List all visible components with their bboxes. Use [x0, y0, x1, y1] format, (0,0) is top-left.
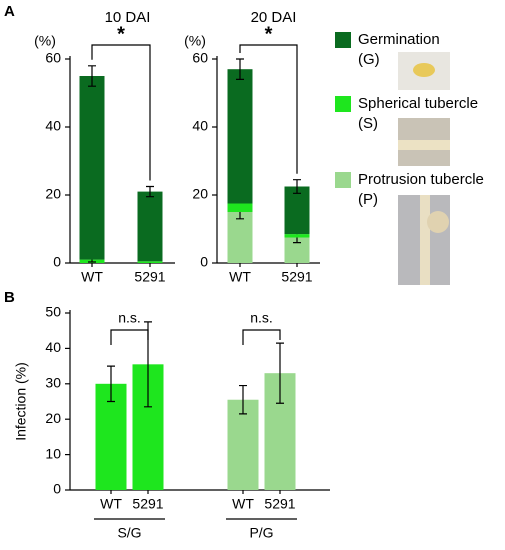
legend-label: Germination	[358, 31, 440, 48]
significance-label: *	[265, 23, 273, 45]
x-tick-label: 5291	[132, 496, 163, 512]
significance-bracket	[239, 44, 298, 174]
y-tick-label: 40	[45, 339, 61, 355]
error-bar	[88, 65, 96, 87]
significance-label: n.s.	[250, 310, 273, 326]
error-bar	[239, 384, 247, 415]
x-tick-label: WT	[232, 496, 254, 512]
bar-segment	[137, 261, 163, 263]
y-tick-label: 10	[45, 445, 61, 461]
legend-swatch	[335, 172, 351, 188]
significance-bracket	[91, 44, 151, 181]
y-tick-label: 20	[45, 186, 61, 202]
bar-segment	[227, 212, 253, 263]
error-bar	[293, 179, 301, 194]
bar-segment	[227, 203, 253, 212]
x-tick-label: WT	[100, 496, 122, 512]
y-tick-label: 20	[192, 186, 208, 202]
chart-title: 20 DAI	[251, 9, 297, 26]
bar-segment	[79, 76, 105, 260]
x-tick-label: WT	[81, 269, 103, 285]
x-tick-label: 5291	[281, 269, 312, 285]
panel-label: A	[4, 3, 15, 20]
y-axis-label: Infection (%)	[13, 362, 29, 441]
y-tick-label: 40	[192, 118, 208, 134]
legend-swatch	[335, 96, 351, 112]
y-tick-label: 0	[53, 254, 61, 270]
bar-segment	[284, 234, 310, 238]
significance-label: n.s.	[118, 310, 141, 326]
legend-swatch	[335, 32, 351, 48]
legend-label: Protrusion tubercle	[358, 171, 484, 188]
significance-label: *	[117, 23, 125, 45]
significance-bracket	[110, 329, 149, 345]
y-axis-label: (%)	[184, 33, 206, 49]
germination-photo-seed	[413, 63, 435, 77]
protrusion-photo-tubercle	[427, 211, 449, 233]
error-bar	[276, 342, 284, 404]
y-tick-label: 40	[45, 118, 61, 134]
x-tick-label: 5291	[264, 496, 295, 512]
x-tick-label: 5291	[134, 269, 165, 285]
chart-title: 10 DAI	[105, 9, 151, 26]
bar	[227, 399, 259, 490]
bar-segment	[137, 191, 163, 262]
legend-label: Spherical tubercle	[358, 95, 478, 112]
y-tick-label: 60	[45, 50, 61, 66]
protrusion-photo-root	[420, 195, 430, 285]
x-tick-label: WT	[229, 269, 251, 285]
error-bar	[236, 58, 244, 80]
error-bar	[146, 185, 154, 198]
significance-bracket	[242, 329, 281, 345]
y-tick-label: 30	[45, 375, 61, 391]
bar-segment	[284, 186, 310, 235]
panel-label: B	[4, 289, 15, 306]
error-bar	[107, 365, 115, 403]
y-tick-label: 0	[200, 254, 208, 270]
y-axis-label: (%)	[34, 33, 56, 49]
legend-abbr: (S)	[358, 115, 378, 132]
y-tick-label: 50	[45, 304, 61, 320]
bar-segment	[227, 69, 253, 204]
legend-abbr: (P)	[358, 191, 378, 208]
y-tick-label: 0	[53, 481, 61, 497]
group-label: P/G	[249, 525, 273, 541]
y-tick-label: 20	[45, 410, 61, 426]
spherical-photo-root	[398, 140, 450, 150]
legend-abbr: (G)	[358, 51, 380, 68]
y-tick-label: 60	[192, 50, 208, 66]
group-label: S/G	[117, 525, 141, 541]
